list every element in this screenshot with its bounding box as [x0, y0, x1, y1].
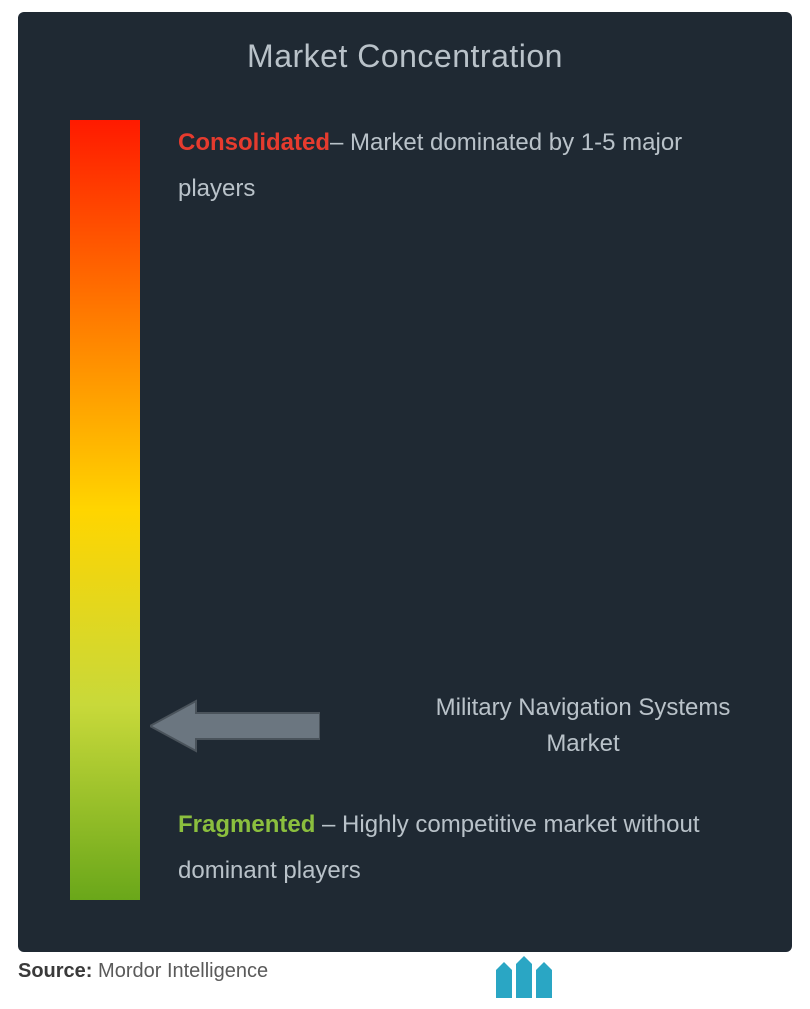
source-prefix: Source: — [18, 960, 92, 982]
fragmented-strong: Fragmented — [178, 811, 315, 838]
fragmented-label: Fragmented – Highly competitive market w… — [178, 802, 768, 893]
marker-label-line1: Military Navigation Systems — [436, 694, 731, 721]
source-name: Mordor Intelligence — [98, 960, 268, 982]
consolidated-strong: Consolidated — [178, 129, 330, 156]
consolidated-label: Consolidated– Market dominated by 1-5 ma… — [178, 120, 748, 211]
marker-arrow-group: Military Navigation Systems Market — [150, 690, 768, 762]
mordor-logo-icon — [496, 956, 566, 998]
marker-label-line2: Market — [546, 730, 619, 757]
chart-title: Market Concentration — [18, 12, 792, 75]
marker-label: Military Navigation Systems Market — [398, 690, 768, 762]
arrow-left-icon — [150, 697, 320, 755]
infographic-card: Market Concentration Consolidated– Marke… — [18, 12, 792, 952]
source-attribution: Source: Mordor Intelligence — [18, 960, 268, 983]
concentration-gradient-bar — [70, 120, 140, 900]
